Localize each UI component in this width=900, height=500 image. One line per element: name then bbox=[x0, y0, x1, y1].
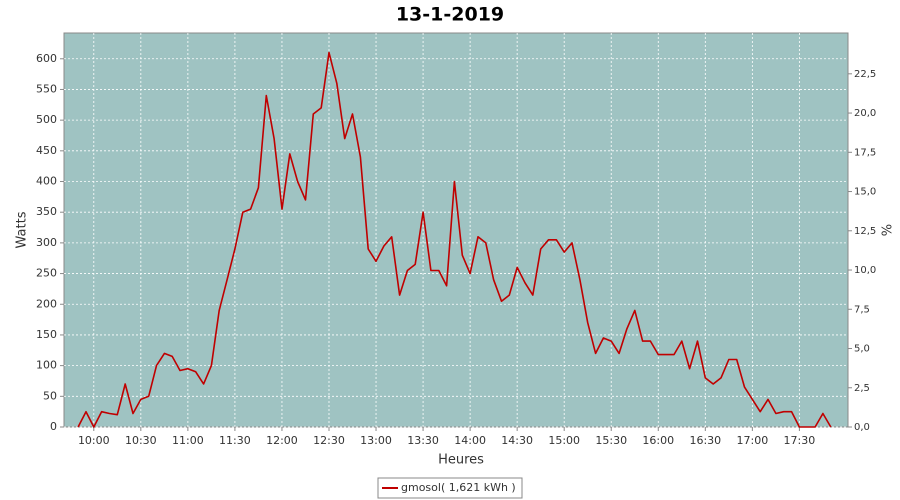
y-tick-label: 100 bbox=[36, 359, 57, 372]
x-tick-label: 12:00 bbox=[266, 434, 298, 447]
y2-tick-label: 2,5 bbox=[854, 383, 870, 394]
x-tick-label: 15:00 bbox=[548, 434, 580, 447]
x-axis-title: Heures bbox=[438, 453, 484, 468]
y2-tick-label: 22,5 bbox=[854, 69, 876, 80]
y-tick-label: 550 bbox=[36, 82, 57, 95]
y2-tick-label: 20,0 bbox=[854, 108, 876, 119]
x-tick-label: 13:30 bbox=[407, 434, 439, 447]
plot-area bbox=[63, 32, 849, 428]
x-tick-label: 17:30 bbox=[784, 434, 816, 447]
chart-title: 13-1-2019 bbox=[396, 4, 504, 26]
y2-tick-label: 10,0 bbox=[854, 265, 876, 276]
y-tick-label: 250 bbox=[36, 267, 57, 280]
x-tick-label: 16:30 bbox=[689, 434, 721, 447]
y2-tick-label: 12,5 bbox=[854, 226, 876, 237]
x-tick-label: 11:30 bbox=[219, 434, 251, 447]
series-line bbox=[77, 51, 832, 428]
y-tick-label: 150 bbox=[36, 328, 57, 341]
y2-tick-label: 5,0 bbox=[854, 344, 870, 355]
y-tick-label: 450 bbox=[36, 144, 57, 157]
y2-tick-label: 7,5 bbox=[854, 304, 870, 315]
legend: gmosol( 1,621 kWh ) bbox=[377, 477, 523, 499]
y-tick-label: 400 bbox=[36, 175, 57, 188]
x-tick-label: 17:00 bbox=[737, 434, 769, 447]
y2-tick-label: 17,5 bbox=[854, 147, 876, 158]
y2-tick-label: 15,0 bbox=[854, 187, 876, 198]
y-tick-label: 500 bbox=[36, 113, 57, 126]
x-tick-label: 11:00 bbox=[172, 434, 204, 447]
y-tick-label: 0 bbox=[50, 420, 57, 433]
legend-label: gmosol( 1,621 kWh ) bbox=[401, 481, 516, 494]
x-tick-label: 12:30 bbox=[313, 434, 345, 447]
x-tick-label: 14:00 bbox=[454, 434, 486, 447]
x-tick-label: 14:30 bbox=[501, 434, 533, 447]
y-tick-label: 350 bbox=[36, 205, 57, 218]
y-tick-label: 50 bbox=[43, 389, 57, 402]
legend-box bbox=[377, 477, 523, 499]
y-axis-title: Watts bbox=[15, 211, 30, 248]
x-tick-label: 16:00 bbox=[642, 434, 674, 447]
y-tick-label: 600 bbox=[36, 52, 57, 65]
y2-axis-title: % bbox=[881, 224, 896, 236]
y2-tick-label: 0,0 bbox=[854, 422, 870, 433]
y-tick-label: 200 bbox=[36, 297, 57, 310]
y-tick-label: 300 bbox=[36, 236, 57, 249]
x-tick-label: 10:00 bbox=[78, 434, 110, 447]
x-tick-label: 10:30 bbox=[125, 434, 157, 447]
x-tick-label: 13:00 bbox=[360, 434, 392, 447]
x-tick-label: 15:30 bbox=[595, 434, 627, 447]
